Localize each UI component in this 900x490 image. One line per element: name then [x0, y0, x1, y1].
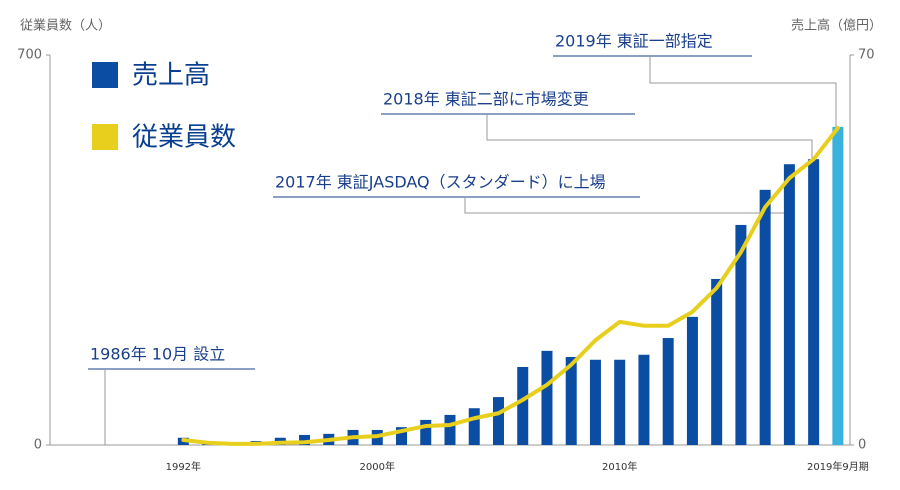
bar: [614, 359, 626, 445]
legend-swatch: [92, 62, 118, 88]
y2-tick-label: 70: [858, 48, 875, 63]
legend-swatch: [92, 124, 118, 150]
annotation: 2018年 東証二部に市場変更: [383, 90, 589, 109]
bar: [638, 354, 650, 445]
bar: [420, 419, 432, 445]
annotation-leader: [486, 113, 813, 159]
bar: [492, 397, 504, 445]
y2-tick-label: 0: [858, 438, 866, 453]
bar: [589, 359, 601, 445]
annotation: 1986年 10月 設立: [90, 345, 225, 364]
annotation-leader: [649, 55, 837, 127]
bar: [735, 224, 747, 445]
x-tick-label: 2010年: [602, 460, 637, 473]
line: [181, 125, 840, 446]
bar: [396, 427, 408, 445]
y-tick-label: 700: [17, 48, 42, 63]
bar: [759, 189, 771, 445]
bar: [541, 350, 553, 445]
bar: [299, 434, 311, 445]
bar: [783, 164, 795, 445]
bar: [517, 367, 529, 445]
annotation: 2017年 東証JASDAQ（スタンダード）に上場: [275, 173, 606, 192]
y2-axis-label: 売上高（億円）: [791, 18, 882, 34]
bar: [832, 126, 844, 445]
y-tick-label: 0: [34, 438, 42, 453]
annotation: 2019年 東証一部指定: [555, 32, 713, 51]
bar: [468, 408, 480, 445]
bar: [565, 356, 577, 445]
bar: [662, 338, 674, 445]
legend-label: 従業員数: [132, 123, 236, 153]
x-tick-label: 2019年9月期: [807, 460, 869, 473]
x-tick-label: 1992年: [166, 460, 201, 473]
bar: [711, 278, 723, 445]
y-axis-label: 従業員数（人）: [20, 18, 111, 34]
legend-label: 売上高: [132, 61, 210, 91]
bar: [808, 159, 820, 445]
x-tick-label: 2000年: [360, 460, 395, 473]
bar: [686, 316, 698, 445]
bar: [444, 414, 456, 445]
